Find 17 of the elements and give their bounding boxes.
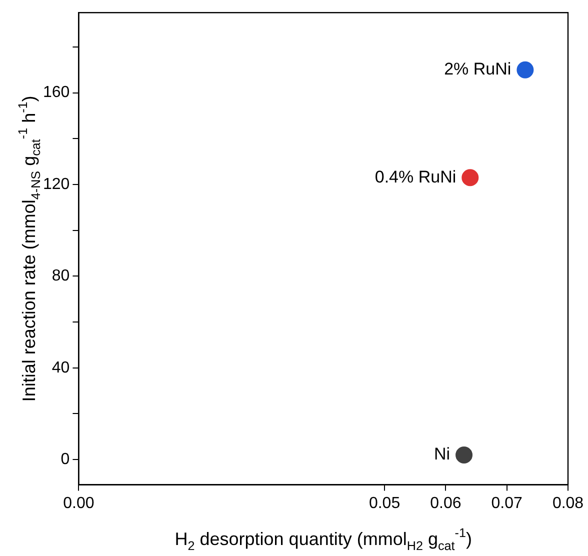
y-tick-label: 160: [42, 84, 70, 102]
y-axis-title: Initial reaction rate (mmol4-NS gcat-1 h-1): [16, 96, 43, 402]
x-tick-label: 0.08: [552, 494, 584, 512]
y-tick-label: 120: [42, 176, 70, 193]
point: [456, 446, 473, 464]
y-tick-label: 40: [52, 359, 70, 376]
x-tick-label: 0.07: [491, 494, 523, 512]
x-tick-label: 0.05: [368, 494, 400, 512]
y-tick-label: 80: [52, 268, 70, 285]
x-tick-label: 0.06: [430, 494, 462, 512]
point: [516, 61, 534, 78]
series-label: 0.4% RuNi: [374, 167, 456, 186]
series-label: 2% RuNi: [444, 60, 512, 79]
point: [462, 169, 479, 186]
y-tick-label: 0: [60, 450, 70, 468]
series-label: Ni: [434, 444, 450, 464]
x-tick-label: 0.00: [63, 494, 94, 512]
